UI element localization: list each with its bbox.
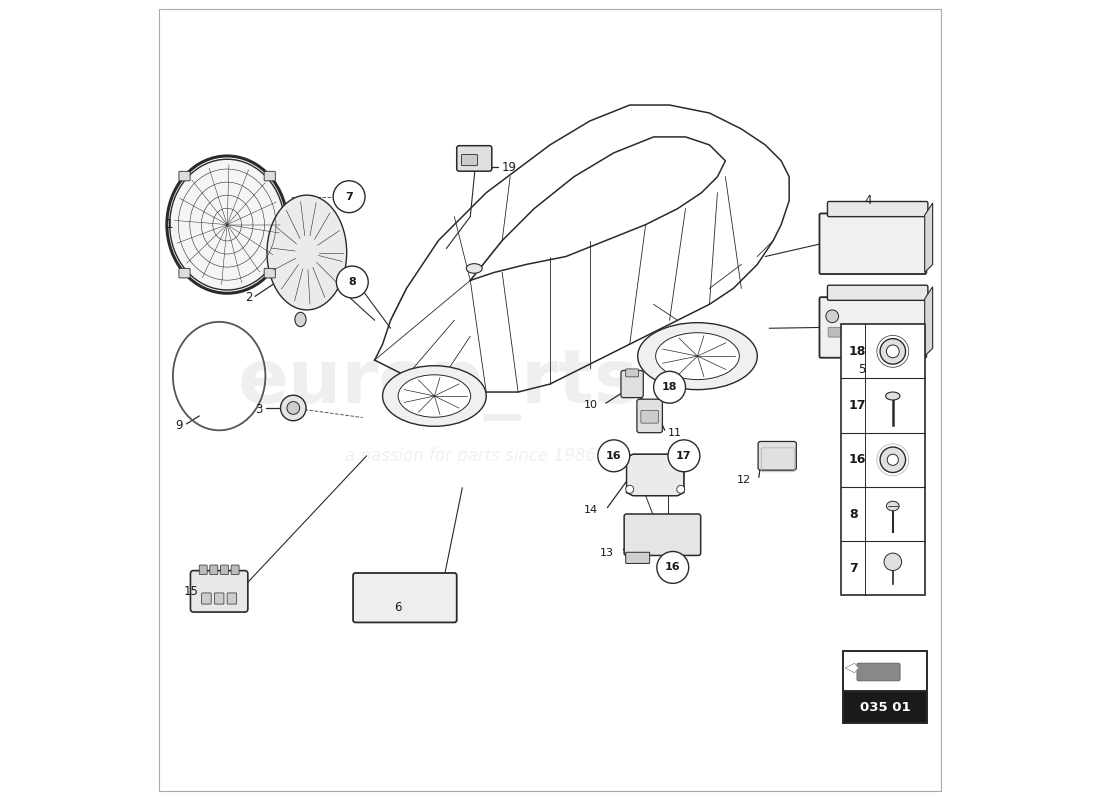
Ellipse shape [638,322,757,390]
FancyBboxPatch shape [199,565,207,574]
Text: 5: 5 [858,363,866,376]
FancyBboxPatch shape [828,327,916,337]
Circle shape [880,447,905,473]
FancyBboxPatch shape [844,651,927,690]
Text: 9: 9 [175,419,183,432]
FancyBboxPatch shape [621,370,643,398]
Text: a passion for parts since 1986: a passion for parts since 1986 [344,447,596,465]
Text: 11: 11 [668,429,682,438]
Text: europ_rts: europ_rts [238,347,639,421]
Circle shape [884,553,902,570]
Circle shape [657,551,689,583]
Polygon shape [845,663,859,673]
Text: 13: 13 [600,548,614,558]
FancyBboxPatch shape [353,573,456,622]
Circle shape [597,440,629,472]
Text: 8: 8 [849,507,858,521]
FancyBboxPatch shape [820,297,926,358]
Polygon shape [627,454,684,496]
Text: 19: 19 [503,161,517,174]
Text: 17: 17 [676,451,692,461]
Text: 035 01: 035 01 [860,701,911,714]
Text: 18: 18 [849,345,867,358]
FancyBboxPatch shape [210,565,218,574]
FancyBboxPatch shape [626,552,650,563]
FancyBboxPatch shape [264,268,275,278]
FancyBboxPatch shape [231,565,239,574]
FancyBboxPatch shape [641,410,659,423]
FancyBboxPatch shape [857,663,900,681]
Text: 7: 7 [345,192,353,202]
FancyBboxPatch shape [190,570,248,612]
Circle shape [287,402,299,414]
Ellipse shape [886,392,900,400]
FancyBboxPatch shape [264,171,275,181]
FancyBboxPatch shape [227,593,236,604]
FancyBboxPatch shape [220,565,229,574]
Circle shape [626,486,634,494]
FancyBboxPatch shape [844,690,927,723]
Text: 16: 16 [849,454,867,466]
Text: 18: 18 [662,382,678,392]
Circle shape [280,395,306,421]
FancyBboxPatch shape [626,369,638,377]
FancyBboxPatch shape [179,268,190,278]
Ellipse shape [383,366,486,426]
FancyBboxPatch shape [456,146,492,171]
Circle shape [887,345,899,358]
Ellipse shape [267,195,346,310]
Circle shape [333,181,365,213]
Circle shape [337,266,368,298]
Text: 1: 1 [166,218,173,231]
Ellipse shape [295,312,306,326]
Polygon shape [925,203,933,273]
Text: 3: 3 [255,403,263,416]
Text: 7: 7 [849,562,858,574]
Text: 10: 10 [584,400,597,410]
Text: 14: 14 [584,505,597,515]
FancyBboxPatch shape [827,286,928,300]
Text: 8: 8 [349,277,356,287]
FancyBboxPatch shape [214,593,224,604]
FancyBboxPatch shape [820,214,926,274]
Text: 12: 12 [737,474,751,485]
Text: 15: 15 [184,585,198,598]
FancyBboxPatch shape [842,324,925,595]
Text: 16: 16 [666,562,681,573]
Ellipse shape [169,159,285,290]
FancyBboxPatch shape [637,399,662,433]
Circle shape [668,440,700,472]
FancyBboxPatch shape [624,514,701,555]
Text: 16: 16 [606,451,621,461]
Circle shape [653,371,685,403]
FancyBboxPatch shape [201,593,211,604]
FancyBboxPatch shape [827,202,928,217]
Circle shape [880,338,905,364]
Circle shape [676,486,684,494]
Ellipse shape [466,264,482,274]
Polygon shape [925,286,933,356]
FancyBboxPatch shape [462,154,477,166]
Text: 17: 17 [849,399,867,412]
FancyBboxPatch shape [758,442,796,470]
Ellipse shape [656,333,739,379]
Ellipse shape [398,375,471,418]
FancyBboxPatch shape [179,171,190,181]
Circle shape [826,310,838,322]
Text: 4: 4 [865,194,871,207]
Text: 6: 6 [395,601,402,614]
Text: 2: 2 [245,291,253,305]
Ellipse shape [887,502,899,511]
Circle shape [888,454,899,466]
